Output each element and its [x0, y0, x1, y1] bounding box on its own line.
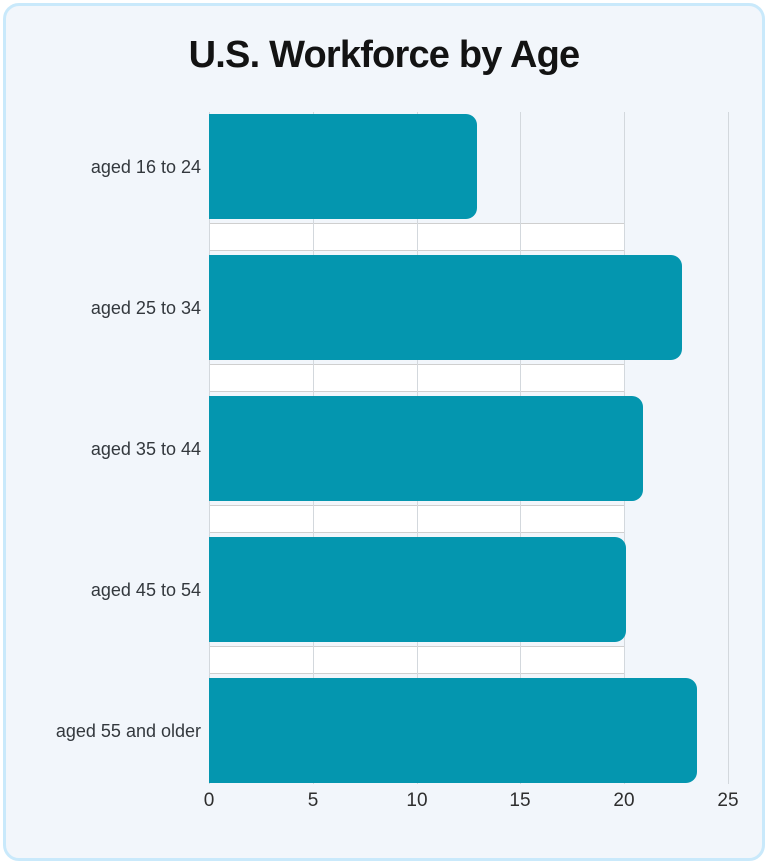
chart-title: U.S. Workforce by Age [188, 34, 581, 76]
category-label: aged 55 and older [55, 720, 201, 741]
category-axis: aged 16 to 24 aged 25 to 34 aged 35 to 44 a… [6, 106, 201, 784]
bar-aged-55-and-older [209, 678, 697, 783]
x-axis-tick-label: 5 [307, 790, 319, 811]
category-label: aged 25 to 34 [90, 297, 201, 318]
x-axis-tick-label: 0 [203, 790, 215, 811]
gap-band [209, 646, 624, 674]
x-axis-tick-label: 10 [406, 790, 428, 811]
bar-aged-16-to-24 [209, 114, 477, 219]
x-axis-tick-label: 20 [613, 790, 635, 811]
chart-card: U.S. Workforce by Age aged 16 to 24 aged … [3, 3, 765, 861]
bar-aged-45-to-54 [209, 537, 626, 642]
bar-aged-25-to-34 [209, 255, 682, 360]
category-label: aged 45 to 54 [90, 579, 201, 600]
plot-area: 0 5 10 15 20 25 [204, 106, 739, 811]
x-axis-tick-label: 15 [509, 790, 531, 811]
bar-aged-35-to-44 [209, 396, 643, 501]
gap-band [209, 223, 624, 251]
x-axis-tick-label: 25 [717, 790, 739, 811]
gap-band [209, 364, 624, 392]
category-label: aged 16 to 24 [90, 156, 201, 177]
category-label: aged 35 to 44 [90, 438, 201, 459]
gap-band [209, 505, 624, 533]
gridline-x-25 [728, 112, 729, 784]
